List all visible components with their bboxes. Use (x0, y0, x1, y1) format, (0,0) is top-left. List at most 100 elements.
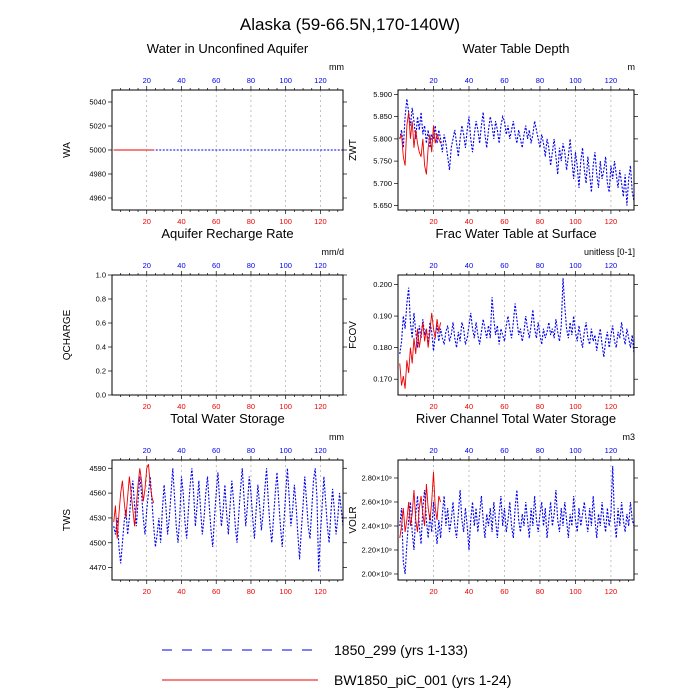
x-tick-label-top: 40 (465, 446, 473, 455)
x-tick-label-top: 80 (247, 261, 255, 270)
x-tick-label-bottom: 100 (569, 587, 582, 596)
panel-river-channel-total-water-storage: River Channel Total Water Storagem3VOLR2… (348, 411, 638, 596)
y-axis-label: ZWT (348, 139, 359, 161)
x-tick-label-top: 40 (177, 76, 185, 85)
legend: 1850_299 (yrs 1-133) BW1850_piC_001 (yrs … (162, 642, 511, 688)
series-line-control (399, 465, 635, 575)
y-tick-label: 2.60×10⁹ (361, 498, 392, 507)
series-line-control (399, 98, 635, 206)
y-tick-label: 2.00×10⁹ (361, 570, 392, 579)
x-tick-label-bottom: 80 (247, 402, 255, 411)
x-tick-label-bottom: 100 (279, 587, 292, 596)
x-tick-label-bottom: 20 (429, 587, 437, 596)
x-tick-label-bottom: 60 (500, 402, 508, 411)
x-tick-label-top: 40 (465, 76, 473, 85)
series-line-experiment (399, 471, 442, 539)
x-tick-label-bottom: 20 (429, 402, 437, 411)
figure-title: Alaska (59-66.5N,170-140W) (240, 15, 460, 34)
series-line-experiment (113, 463, 155, 539)
y-tick-label: 4960 (89, 194, 106, 203)
unit-label: unitless [0-1] (584, 247, 635, 257)
plot-frame (111, 274, 344, 396)
y-axis-label: WA (62, 142, 73, 158)
plot-frame (397, 274, 635, 396)
y-tick-label: 5040 (89, 98, 106, 107)
x-tick-label-top: 60 (212, 76, 220, 85)
x-tick-label-top: 20 (429, 446, 437, 455)
legend-label: 1850_299 (yrs 1-133) (334, 642, 468, 658)
y-tick-label: 0.8 (96, 295, 106, 304)
x-tick-label-bottom: 120 (314, 217, 327, 226)
x-tick-label-top: 80 (536, 446, 544, 455)
x-tick-label-top: 20 (429, 76, 437, 85)
x-tick-label-bottom: 80 (536, 217, 544, 226)
y-tick-label: 5000 (89, 146, 106, 155)
y-tick-label: 5.750 (373, 157, 392, 166)
x-tick-label-top: 60 (500, 76, 508, 85)
x-tick-label-bottom: 40 (465, 587, 473, 596)
y-tick-label: 5020 (89, 122, 106, 131)
x-tick-label-bottom: 80 (536, 402, 544, 411)
x-tick-label-top: 80 (536, 261, 544, 270)
x-tick-label-top: 120 (314, 76, 327, 85)
x-tick-label-top: 100 (569, 261, 582, 270)
x-tick-label-bottom: 20 (143, 587, 151, 596)
y-tick-label: 4500 (89, 538, 106, 547)
panel-title: Total Water Storage (170, 411, 284, 426)
x-tick-label-top: 40 (177, 261, 185, 270)
x-tick-label-top: 20 (143, 261, 151, 270)
y-axis-label: TWS (62, 509, 73, 532)
x-tick-label-top: 60 (500, 261, 508, 270)
x-tick-label-top: 120 (314, 446, 327, 455)
y-tick-label: 0.6 (96, 319, 106, 328)
x-tick-label-top: 60 (212, 261, 220, 270)
y-tick-label: 2.20×10⁹ (361, 546, 392, 555)
series-line-control (399, 278, 635, 358)
x-tick-label-bottom: 100 (569, 402, 582, 411)
x-tick-label-top: 60 (212, 446, 220, 455)
plot-frame (397, 459, 635, 581)
plot-frame (397, 89, 635, 211)
x-tick-label-bottom: 120 (605, 217, 618, 226)
x-tick-label-bottom: 20 (429, 217, 437, 226)
x-tick-label-bottom: 80 (536, 587, 544, 596)
y-tick-label: 0.180 (373, 343, 392, 352)
x-tick-label-bottom: 100 (569, 217, 582, 226)
x-tick-label-bottom: 80 (247, 217, 255, 226)
y-tick-label: 5.850 (373, 112, 392, 121)
panel-total-water-storage: Total Water Storage mm TWS 20 20 40 40 60 60 80 80… (62, 411, 347, 596)
x-tick-label-bottom: 40 (177, 402, 185, 411)
panel-water-in-unconfined-aquifer: Water in Unconfined Aquifer mm WA 20 20 40 40 6… (62, 41, 347, 226)
unit-label: mm (329, 432, 344, 442)
x-tick-label-top: 60 (500, 446, 508, 455)
y-axis-label: VOLR (348, 506, 359, 533)
y-tick-label: 2.80×10⁹ (361, 474, 392, 483)
x-tick-label-bottom: 60 (212, 587, 220, 596)
y-tick-label: 0.2 (96, 367, 106, 376)
x-tick-label-bottom: 60 (500, 217, 508, 226)
unit-label: m (628, 62, 636, 72)
panel-frac-water-table-at-surface: Frac Water Table at Surface unitless [0-1… (348, 226, 638, 411)
x-tick-label-bottom: 60 (212, 217, 220, 226)
panel-title: River Channel Total Water Storage (416, 411, 616, 426)
unit-label: mm/d (322, 247, 345, 257)
x-tick-label-bottom: 20 (143, 217, 151, 226)
y-tick-label: 0.0 (96, 391, 106, 400)
plot-frame (111, 459, 344, 581)
y-tick-label: 1.0 (96, 271, 106, 280)
x-tick-label-top: 20 (143, 446, 151, 455)
x-tick-label-bottom: 60 (212, 402, 220, 411)
x-tick-label-top: 40 (177, 446, 185, 455)
x-tick-label-bottom: 120 (605, 587, 618, 596)
panel-water-table-depth: Water Table Depth m ZWT 20 20 40 40 60 60 80 80 100… (348, 41, 638, 226)
panels: Water in Unconfined Aquifer mm WA 20 20 40 40 6… (62, 41, 638, 596)
y-tick-label: 4470 (89, 563, 106, 572)
series-line-experiment (399, 112, 442, 175)
panel-title: Frac Water Table at Surface (435, 226, 596, 241)
y-tick-label: 4530 (89, 513, 106, 522)
series-line-experiment (399, 312, 442, 389)
y-tick-label: 0.190 (373, 312, 392, 321)
x-tick-label-bottom: 40 (177, 217, 185, 226)
y-tick-label: 0.200 (373, 280, 392, 289)
x-tick-label-top: 20 (429, 261, 437, 270)
